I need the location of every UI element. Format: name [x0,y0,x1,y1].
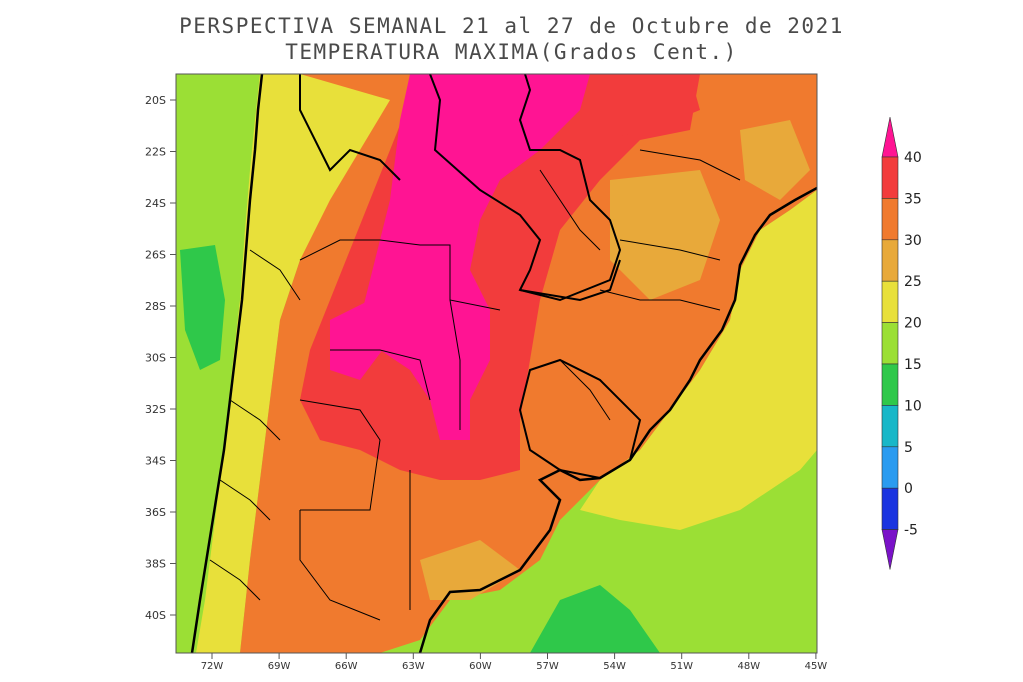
lat-tick-label: 30S [145,352,166,365]
lon-tick-label: 60W [469,661,492,672]
colorbar-label: 30 [904,233,922,249]
map-plot-area [176,74,817,653]
lon-tick-label: 69W [268,661,291,672]
cold-zone-south [530,585,660,653]
extreme-heat-patch [330,300,390,380]
lon-tick-label: 48W [737,661,760,672]
colorbar-swatch [881,446,899,489]
colorbar-swatch [881,405,899,448]
colorbar-swatch [881,487,899,530]
colorbar-swatch [881,322,899,365]
border-misiones [519,259,621,302]
lat-tick-label: 20S [145,94,166,107]
colorbar-swatch [881,198,899,241]
lat-tick-label: 22S [145,146,166,159]
pacific-cold-patch [180,245,225,370]
atlantic-warm-zone [580,190,817,530]
colorbar-label: 25 [904,274,922,290]
lon-tick-label: 54W [603,661,626,672]
border-paraguay [429,74,622,302]
lat-tick-label: 36S [145,506,166,519]
andes-mild-zone [196,74,440,653]
lat-tick-label: 32S [145,403,166,416]
lat-tick-label: 26S [145,249,166,262]
lon-tick-label: 72W [201,661,224,672]
colorbar-label: 40 [904,150,922,166]
pacific-coastline [190,74,264,653]
lon-tick-label: 51W [670,661,693,672]
warm-patch-brazil [610,170,720,300]
extreme-heat-core [360,74,590,440]
colorbar-label: 35 [904,191,922,207]
lat-tick-label: 40S [145,609,166,622]
border-uruguay [518,358,642,480]
pacific-zone [176,74,260,653]
colorbar-max-triangle [881,116,899,158]
latitude-axis: 20S 22S 24S 26S 28S 30S 32S 34S 36S 38S 40S [145,94,176,622]
colorbar-label: -5 [904,523,918,539]
colorbar-label: 5 [904,440,913,456]
lon-tick-label: 57W [536,661,559,672]
lon-tick-label: 63W [402,661,425,672]
colorbar-swatch [881,280,899,323]
warm-patch-east [740,120,810,200]
border-chile-bolivia [299,74,401,181]
colorbar-swatch [881,156,899,199]
colorbar-swatch [881,363,899,406]
colorbar-legend: 40 35 30 25 20 15 10 5 0 -5 [881,116,922,570]
lat-tick-label: 38S [145,558,166,571]
longitude-axis: 72W 69W 66W 63W 60W 57W 54W 51W 48W 45W [201,653,828,672]
lat-tick-label: 24S [145,197,166,210]
map-frame [175,73,818,654]
lon-tick-label: 66W [335,661,358,672]
lon-tick-label: 45W [805,661,828,672]
map-title: PERSPECTIVA SEMANAL 21 al 27 de Octubre … [179,14,844,38]
province-borders [209,149,741,621]
lat-tick-label: 34S [145,455,166,468]
lat-tick-label: 28S [145,300,166,313]
colorbar-label: 15 [904,357,922,373]
map-subtitle: TEMPERATURA MAXIMA(Grados Cent.) [285,40,738,64]
colorbar-label: 20 [904,316,922,332]
colorbar-label: 10 [904,398,922,414]
colorbar-label: 0 [904,481,913,497]
colorbar-swatch [881,239,899,282]
colorbar-min-triangle [881,529,899,570]
warm-patch-south [420,540,520,600]
